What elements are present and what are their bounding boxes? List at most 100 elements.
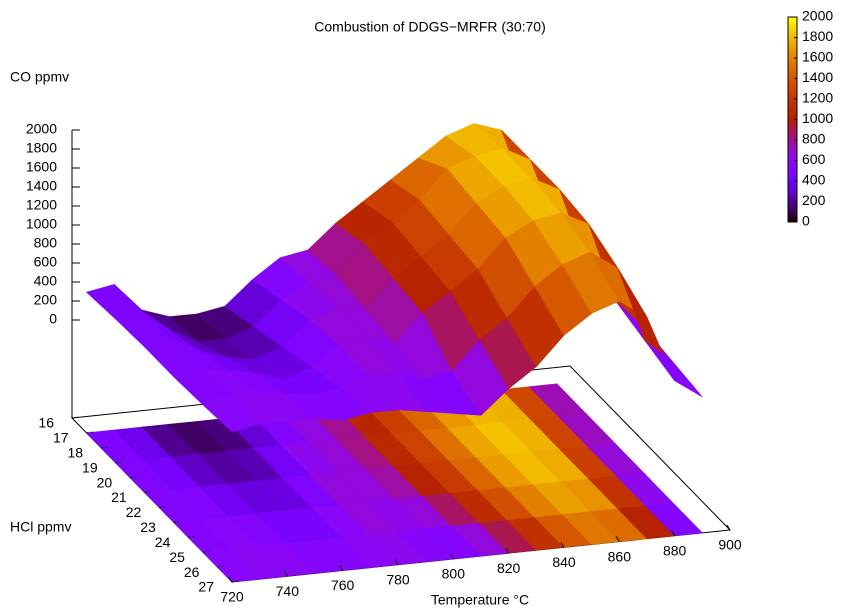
colorbar-segment [788, 17, 797, 21]
colorbar-segment [788, 174, 797, 179]
colorbar-segment [788, 71, 797, 76]
colorbar-segment [788, 95, 797, 100]
x-tick-label: 800 [442, 566, 466, 582]
colorbar-segment [788, 88, 797, 93]
x-tick-label: 900 [718, 537, 742, 553]
y-tick-label: 24 [155, 534, 171, 550]
y-tick-label: 16 [38, 415, 54, 431]
y-tick [173, 520, 182, 523]
colorbar-segment [788, 27, 797, 32]
colorbar-tick-label: 600 [802, 151, 826, 167]
colorbar-segment [788, 40, 797, 45]
colorbar-segment [788, 54, 797, 59]
surface-cell [85, 284, 144, 320]
colorbar-segment [788, 157, 797, 161]
colorbar-segment [788, 23, 797, 28]
z-tick-label: 0 [49, 311, 57, 327]
colorbar-segment [788, 204, 797, 209]
y-tick-label: 19 [82, 459, 98, 475]
x-tick [726, 524, 731, 531]
y-tick [159, 505, 168, 508]
colorbar-segment [788, 122, 797, 127]
colorbar-segment [788, 92, 797, 97]
y-tick [130, 476, 139, 479]
colorbar-segment [788, 215, 797, 220]
y-tick [115, 461, 124, 464]
colorbar-segment [788, 75, 797, 79]
colorbar-segment [788, 126, 797, 131]
colorbar-tick-label: 200 [802, 192, 826, 208]
colorbar-tick-label: 1600 [802, 49, 833, 65]
x-tick-label: 880 [663, 542, 687, 558]
colorbar-segment [788, 112, 797, 117]
z-tick-label: 200 [34, 292, 58, 308]
x-tick [339, 565, 344, 571]
colorbar-segment [788, 177, 797, 182]
colorbar-segment [788, 119, 797, 124]
x-tick [560, 542, 565, 548]
z-tick-label: 800 [34, 235, 58, 251]
colorbar-tick-label: 0 [802, 213, 810, 229]
y-tick [144, 491, 153, 494]
z-tick-label: 400 [34, 273, 58, 289]
y-tick [231, 580, 241, 583]
z-tick-label: 1200 [26, 197, 57, 213]
colorbar-segment [788, 68, 797, 73]
colorbar-segment [788, 47, 797, 52]
x-tick [671, 530, 676, 537]
colorbar-tick-label: 2000 [802, 8, 833, 24]
x-tick-label: 780 [386, 571, 410, 587]
colorbar-segment [788, 34, 797, 38]
y-tick-label: 26 [184, 564, 200, 580]
colorbar-segment [788, 191, 797, 196]
x-tick-label: 860 [608, 548, 632, 564]
y-tick-label: 18 [68, 445, 84, 461]
colorbar-segment [788, 133, 797, 138]
x-tick [228, 576, 233, 583]
y-tick-label: 27 [198, 579, 214, 595]
colorbar-segment [788, 208, 797, 213]
z-tick-label: 600 [34, 254, 58, 270]
colorbar-segment [788, 109, 797, 114]
z-tick-label: 1600 [26, 159, 57, 175]
y-tick-label: 20 [97, 474, 113, 490]
z-axis-label: CO ppmv [10, 69, 69, 85]
colorbar-segment [788, 51, 797, 56]
y-axis-label: HCl ppmv [10, 519, 71, 535]
colorbar-segment [788, 211, 797, 216]
y-tick-label: 23 [140, 519, 156, 535]
colorbar-segment [788, 198, 797, 202]
colorbar-segment [788, 163, 797, 168]
colorbar-segment [788, 58, 797, 62]
z-tick-label: 1800 [26, 140, 57, 156]
x-tick [615, 536, 620, 542]
colorbar-segment [788, 85, 797, 90]
colorbar-tick-label: 1400 [802, 69, 833, 85]
z-tick-label: 2000 [26, 121, 57, 137]
chart-title: Combustion of DDGS−MRFR (30:70) [314, 19, 545, 35]
x-tick-label: 760 [331, 577, 355, 593]
colorbar-segment [788, 102, 797, 107]
colorbar-segment [788, 20, 797, 25]
colorbar-tick-label: 1000 [802, 110, 833, 126]
colorbar-segment [788, 61, 797, 66]
colorbar-segment [788, 194, 797, 199]
colorbar-segment [788, 181, 797, 185]
y-tick-label: 21 [111, 489, 127, 505]
y-tick-label: 25 [169, 549, 185, 565]
x-tick-label: 740 [276, 583, 300, 599]
y-tick-label: 17 [53, 430, 69, 446]
y-tick [217, 565, 226, 568]
y-tick-label: 22 [126, 504, 142, 520]
x-tick [394, 559, 399, 565]
z-tick-label: 1400 [26, 178, 57, 194]
colorbar-segment [788, 30, 797, 35]
floor-map-cell [644, 502, 703, 537]
x-tick-label: 840 [552, 554, 576, 570]
colorbar-segment [788, 153, 797, 158]
x-tick-label: 720 [220, 589, 244, 605]
surface-cell [645, 341, 703, 398]
y-tick [71, 416, 81, 419]
colorbar-segment [788, 37, 797, 42]
